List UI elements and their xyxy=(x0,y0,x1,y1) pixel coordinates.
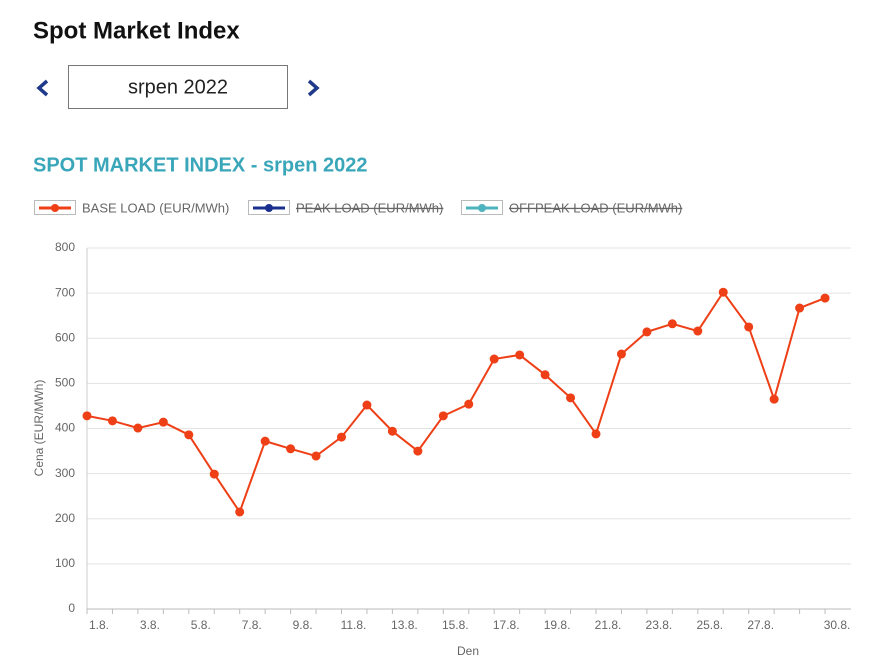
y-tick-label: 800 xyxy=(55,240,75,254)
x-tick-label: 23.8. xyxy=(646,618,673,632)
data-point xyxy=(107,416,117,426)
data-point xyxy=(667,319,677,329)
data-point xyxy=(362,400,372,410)
y-tick-label: 600 xyxy=(55,330,75,344)
x-tick-label: 27.8. xyxy=(747,618,774,632)
y-axis-title: Cena (EUR/MWh) xyxy=(32,380,46,477)
x-axis-title: Den xyxy=(457,644,479,658)
data-point xyxy=(337,432,346,442)
y-tick-label: 300 xyxy=(55,466,75,480)
data-point xyxy=(209,469,219,479)
data-point xyxy=(769,394,779,404)
data-point xyxy=(413,446,423,456)
data-point xyxy=(718,287,728,297)
legend-dot xyxy=(478,204,486,212)
legend-label[interactable]: OFFPEAK LOAD (EUR/MWh) xyxy=(509,200,682,215)
legend-label[interactable]: PEAK LOAD (EUR/MWh) xyxy=(296,200,443,215)
x-tick-label: 19.8. xyxy=(544,618,571,632)
legend-dot xyxy=(51,204,59,212)
data-point xyxy=(515,350,525,360)
prev-arrow[interactable] xyxy=(36,79,49,97)
y-tick-label: 0 xyxy=(68,601,75,615)
y-tick-label: 100 xyxy=(55,556,75,570)
x-tick-label: 1.8. xyxy=(89,618,109,632)
x-tick-label: 11.8. xyxy=(341,618,367,632)
x-tick-label: 9.8. xyxy=(293,618,313,632)
data-point xyxy=(540,370,550,380)
x-tick-label: 13.8. xyxy=(391,618,418,632)
data-point xyxy=(820,293,830,303)
next-arrow[interactable] xyxy=(307,79,320,97)
data-point xyxy=(311,451,321,461)
x-tick-label: 25.8. xyxy=(696,618,723,632)
data-point xyxy=(158,417,168,427)
data-point xyxy=(795,303,805,313)
data-point xyxy=(387,426,397,436)
x-tick-label: 15.8. xyxy=(442,618,469,632)
data-point xyxy=(642,327,652,337)
data-point xyxy=(489,354,499,364)
y-tick-label: 200 xyxy=(55,511,75,525)
data-point xyxy=(438,411,448,421)
data-point xyxy=(464,399,474,409)
x-tick-label: 3.8. xyxy=(140,618,160,632)
y-tick-label: 500 xyxy=(55,376,75,390)
y-tick-label: 700 xyxy=(55,285,75,299)
page-title: Spot Market Index xyxy=(33,17,240,44)
data-point xyxy=(616,349,626,359)
data-point xyxy=(184,430,194,440)
x-tick-label: 7.8. xyxy=(242,618,262,632)
data-point xyxy=(82,411,92,421)
data-point xyxy=(286,444,296,454)
legend-label[interactable]: BASE LOAD (EUR/MWh) xyxy=(82,200,229,215)
x-tick-label: 17.8. xyxy=(493,618,520,632)
data-point xyxy=(591,429,601,439)
data-point xyxy=(260,436,270,446)
period-selector[interactable] xyxy=(68,65,288,109)
x-tick-label: 30.8. xyxy=(824,618,851,632)
data-point xyxy=(744,322,754,332)
data-point xyxy=(133,423,143,433)
data-point xyxy=(693,326,703,336)
period-text[interactable]: srpen 2022 xyxy=(128,76,228,98)
chart-title: SPOT MARKET INDEX - srpen 2022 xyxy=(33,154,368,176)
x-tick-label: 21.8. xyxy=(595,618,622,632)
legend-dot xyxy=(265,204,273,212)
data-point xyxy=(566,393,576,403)
data-point xyxy=(235,507,245,517)
y-tick-label: 400 xyxy=(55,421,75,435)
data-line xyxy=(86,290,826,515)
x-tick-label: 5.8. xyxy=(191,618,211,632)
